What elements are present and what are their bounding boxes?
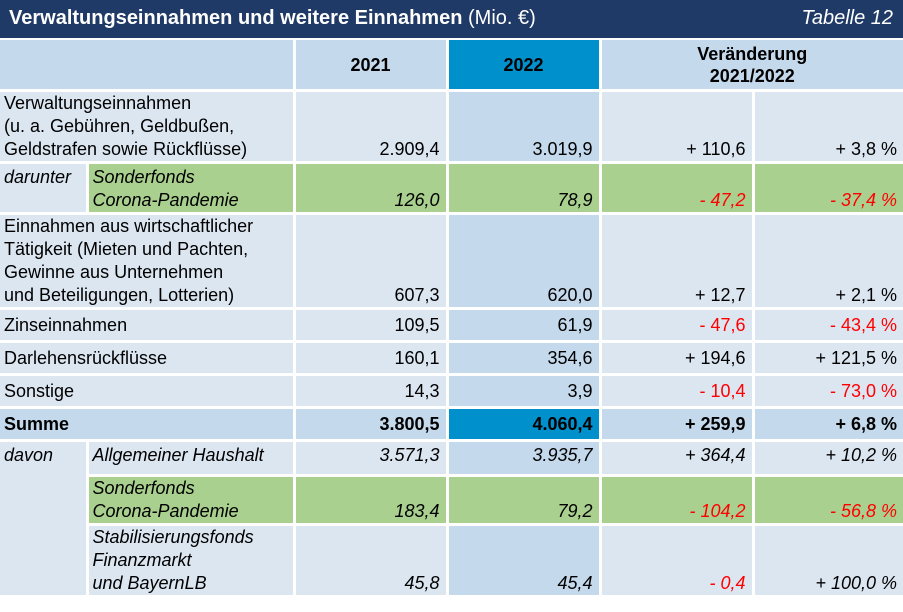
sum-row: Summe 3.800,5 4.060,4 + 259,9 + 6,8 % xyxy=(0,407,903,442)
row-label: Sonstige xyxy=(0,374,296,409)
value-2022: 45,4 xyxy=(447,524,602,598)
change-abs: - 10,4 xyxy=(600,374,755,409)
table-label: Tabelle 12 xyxy=(801,7,893,29)
change-abs: - 0,4 xyxy=(600,524,755,598)
change-pct: + 3,8 % xyxy=(753,90,903,164)
revenue-table: 2021 2022 Veränderung 2021/2022 Verwaltu… xyxy=(0,40,903,598)
change-abs: + 259,9 xyxy=(600,407,755,442)
change-pct: + 10,2 % xyxy=(753,440,903,477)
change-abs: - 104,2 xyxy=(600,475,755,526)
value-2021: 3.800,5 xyxy=(294,407,449,442)
change-pct: + 121,5 % xyxy=(753,341,903,376)
value-2022: 3.935,7 xyxy=(447,440,602,477)
value-2022: 3,9 xyxy=(447,374,602,409)
change-abs: + 364,4 xyxy=(600,440,755,477)
value-2022: 79,2 xyxy=(447,475,602,526)
change-pct: - 43,4 % xyxy=(753,308,903,343)
change-pct: - 73,0 % xyxy=(753,374,903,409)
value-2022: 3.019,9 xyxy=(447,90,602,164)
header-blank xyxy=(0,40,296,92)
value-2021: 160,1 xyxy=(294,341,449,376)
row-label: Sonderfonds Corona-Pandemie xyxy=(87,475,296,526)
row-label: Zinseinnahmen xyxy=(0,308,296,343)
change-abs: + 12,7 xyxy=(600,213,755,310)
value-2022: 4.060,4 xyxy=(447,407,602,442)
value-2021: 45,8 xyxy=(294,524,449,598)
value-2022: 61,9 xyxy=(447,308,602,343)
change-pct: - 37,4 % xyxy=(753,162,903,215)
row-label: Allgemeiner Haushalt xyxy=(87,440,296,477)
table-row: davon Allgemeiner Haushalt 3.571,3 3.935… xyxy=(0,440,903,598)
header-2022: 2022 xyxy=(447,40,602,92)
change-abs: - 47,2 xyxy=(600,162,755,215)
change-abs: + 194,6 xyxy=(600,341,755,376)
row-prefix: davon xyxy=(0,440,89,598)
change-abs: - 47,6 xyxy=(600,308,755,343)
table-row: Sonstige 14,3 3,9 - 10,4 - 73,0 % xyxy=(0,374,903,409)
table-row: Sonderfonds Corona-Pandemie 183,4 79,2 -… xyxy=(0,475,903,526)
header-change: Veränderung 2021/2022 xyxy=(600,40,903,92)
table-row: darunter Sonderfonds Corona-Pandemie 126… xyxy=(0,162,903,215)
row-label: Sonderfonds Corona-Pandemie xyxy=(87,162,296,215)
row-prefix: darunter xyxy=(0,162,89,215)
value-2022: 620,0 xyxy=(447,213,602,310)
change-pct: + 100,0 % xyxy=(753,524,903,598)
value-2021: 607,3 xyxy=(294,213,449,310)
table-row: Einnahmen aus wirtschaftlicher Tätigkeit… xyxy=(0,213,903,310)
row-label: Darlehensrückflüsse xyxy=(0,341,296,376)
header-row: 2021 2022 Veränderung 2021/2022 xyxy=(0,40,903,92)
title-bar: Verwaltungseinnahmen und weitere Einnahm… xyxy=(0,0,903,38)
value-2021: 3.571,3 xyxy=(294,440,449,477)
change-abs: + 110,6 xyxy=(600,90,755,164)
value-2021: 183,4 xyxy=(294,475,449,526)
table-row: Stabilisierungsfonds Finanzmarkt und Bay… xyxy=(0,524,903,598)
header-2021: 2021 xyxy=(294,40,449,92)
table-row: Zinseinnahmen 109,5 61,9 - 47,6 - 43,4 % xyxy=(0,308,903,343)
value-2022: 354,6 xyxy=(447,341,602,376)
table-title: Verwaltungseinnahmen und weitere Einnahm… xyxy=(9,7,536,29)
row-label: Einnahmen aus wirtschaftlicher Tätigkeit… xyxy=(0,213,296,310)
table-row: Verwaltungseinnahmen (u. a. Gebühren, Ge… xyxy=(0,90,903,164)
value-2021: 109,5 xyxy=(294,308,449,343)
change-pct: + 2,1 % xyxy=(753,213,903,310)
row-label: Verwaltungseinnahmen (u. a. Gebühren, Ge… xyxy=(0,90,296,164)
value-2022: 78,9 xyxy=(447,162,602,215)
table-row: Darlehensrückflüsse 160,1 354,6 + 194,6 … xyxy=(0,341,903,376)
value-2021: 126,0 xyxy=(294,162,449,215)
change-pct: + 6,8 % xyxy=(753,407,903,442)
value-2021: 2.909,4 xyxy=(294,90,449,164)
change-pct: - 56,8 % xyxy=(753,475,903,526)
value-2021: 14,3 xyxy=(294,374,449,409)
row-label: Summe xyxy=(0,407,296,442)
row-label: Stabilisierungsfonds Finanzmarkt und Bay… xyxy=(87,524,296,598)
